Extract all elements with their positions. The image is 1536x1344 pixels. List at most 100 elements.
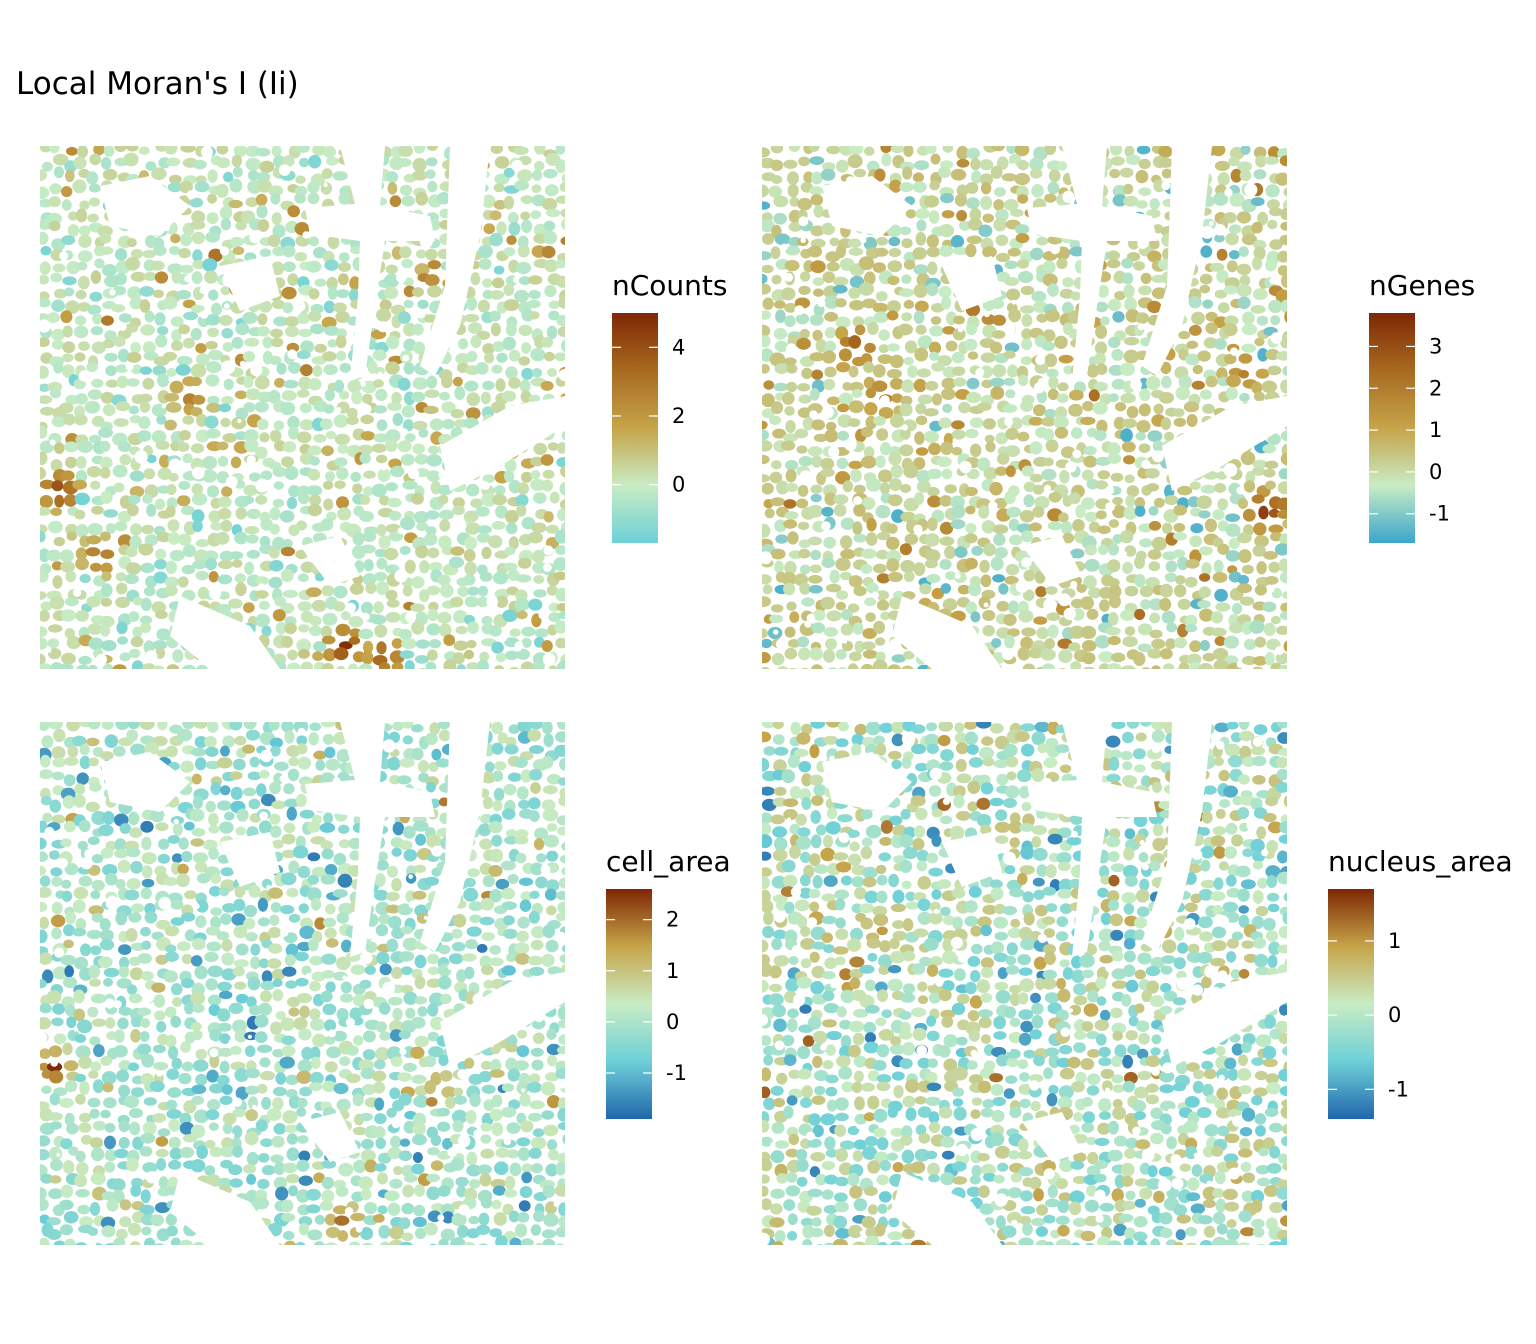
cell-mark: [520, 661, 534, 669]
cell-mark: [1192, 364, 1203, 375]
cell-mark: [798, 539, 811, 549]
cell-mark: [130, 271, 146, 282]
cell-mark: [914, 431, 925, 445]
cell-mark: [103, 967, 120, 978]
cell-mark: [951, 504, 966, 519]
cell-mark: [1186, 414, 1198, 427]
cell-mark: [77, 275, 90, 290]
cell-mark: [141, 865, 153, 879]
cell-mark: [100, 490, 113, 504]
cell-mark: [964, 533, 978, 544]
cell-mark: [170, 316, 184, 327]
tissue-hole: [1065, 461, 1077, 473]
cell-mark: [177, 355, 193, 366]
cell-mark: [533, 492, 547, 504]
cell-mark: [375, 581, 389, 595]
cell-mark: [1028, 416, 1044, 426]
cell-mark: [322, 612, 338, 626]
cell-mark: [234, 1068, 249, 1082]
cell-mark: [505, 366, 518, 380]
cell-mark: [547, 1139, 558, 1151]
cell-mark: [165, 505, 176, 518]
cell-mark: [119, 956, 130, 970]
cell-mark: [1005, 563, 1020, 576]
cell-mark: [76, 1019, 93, 1034]
cell-mark: [287, 415, 300, 430]
cell-mark: [796, 445, 808, 454]
cell-mark: [415, 249, 427, 259]
cell-mark: [231, 154, 242, 168]
tissue-hole: [78, 370, 91, 382]
cell-mark: [1029, 522, 1042, 532]
cell-mark: [788, 146, 801, 152]
cell-mark: [89, 1137, 104, 1149]
tissue-hole: [365, 218, 370, 223]
cell-mark: [1106, 250, 1120, 261]
cell-mark: [191, 827, 206, 837]
tissue-hole: [1254, 429, 1267, 443]
cell-mark: [181, 953, 193, 965]
cell-mark: [775, 534, 789, 544]
cell-mark: [558, 877, 565, 889]
cell-mark: [833, 494, 849, 505]
cell-mark: [40, 506, 52, 516]
cell-mark: [249, 1004, 261, 1016]
cell-mark: [142, 271, 158, 281]
cell-mark: [506, 1149, 520, 1159]
cell-mark: [322, 480, 334, 490]
cell-mark: [1003, 350, 1016, 359]
cell-mark: [129, 470, 145, 482]
cell-mark: [140, 597, 152, 612]
cell-mark: [284, 730, 295, 744]
cell-mark: [762, 335, 771, 348]
cell-mark: [338, 824, 350, 834]
cell-mark: [202, 456, 218, 470]
cell-mark: [229, 771, 243, 780]
cell-mark: [1105, 626, 1121, 636]
cell-mark: [208, 289, 219, 301]
cell-mark: [500, 1106, 517, 1118]
cell-mark: [557, 508, 565, 522]
cell-mark: [205, 231, 220, 243]
cell-mark: [117, 510, 132, 523]
tissue-hole: [879, 395, 890, 406]
cell-mark: [520, 891, 533, 902]
cell-mark: [465, 407, 481, 420]
cell-mark: [557, 1108, 565, 1122]
cell-mark: [338, 273, 349, 286]
spatial-map-ncounts: [40, 146, 565, 669]
cell-mark: [810, 484, 823, 494]
cell-mark: [105, 379, 119, 388]
cell-mark: [179, 1121, 195, 1135]
cell-mark: [180, 760, 195, 773]
cell-mark: [992, 364, 1007, 378]
cell-mark: [128, 1108, 143, 1119]
cell-mark: [1164, 495, 1179, 506]
cell-mark: [541, 799, 556, 811]
cell-mark: [195, 915, 207, 928]
cell-mark: [1149, 629, 1163, 639]
cell-mark: [332, 889, 348, 898]
cell-mark: [927, 517, 938, 531]
cell-mark: [520, 769, 533, 783]
cell-mark: [361, 650, 374, 665]
cell-mark: [441, 401, 456, 413]
cell-mark: [890, 146, 905, 154]
cell-mark: [840, 623, 854, 636]
tissue-gap: [300, 536, 360, 586]
tissue-hole: [192, 466, 205, 480]
cell-mark: [930, 316, 942, 325]
cell-mark: [543, 220, 556, 232]
cell-mark: [1267, 365, 1282, 376]
tissue-hole: [821, 521, 831, 531]
cell-mark: [60, 470, 75, 481]
cell-mark: [1036, 313, 1048, 323]
cell-mark: [142, 341, 156, 355]
cell-mark: [115, 572, 127, 582]
cell-mark: [50, 1159, 63, 1171]
cell-mark: [58, 1097, 74, 1108]
cell-mark: [103, 1097, 117, 1109]
cell-mark: [810, 194, 824, 206]
cell-mark: [848, 287, 861, 299]
cell-mark: [549, 491, 560, 504]
